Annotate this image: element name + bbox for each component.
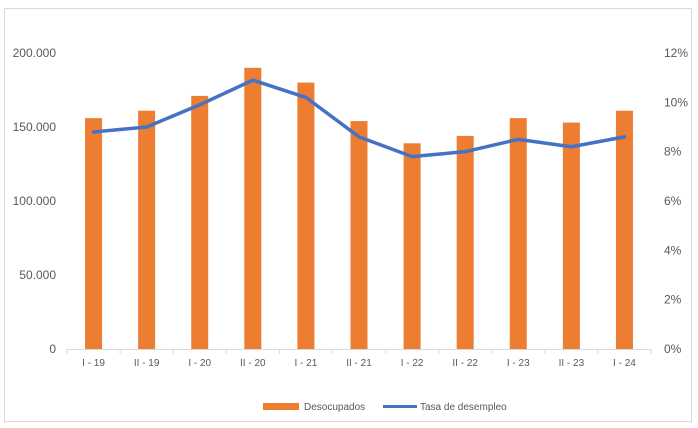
x-axis: I - 19 II - 19 I - 20 II - 20 I - 21 II - 21 I…	[66, 349, 652, 369]
right-axis: 0% 2% 4% 6% 8% 10% 12%	[664, 46, 688, 356]
bar	[297, 82, 315, 349]
x-tick-label: II - 21	[346, 358, 372, 369]
bar	[403, 143, 421, 349]
y-left-tick-label: 150.000	[13, 120, 57, 134]
y-left-tick-label: 100.000	[13, 194, 57, 208]
chart-svg: 0 50.000 100.000 150.000 200.000 0% 2% 4% 6% 8% 1…	[13, 46, 689, 413]
bar	[562, 122, 580, 349]
line-series	[91, 78, 627, 159]
x-tick-label: II - 20	[240, 358, 266, 369]
bar	[244, 67, 262, 350]
bar	[615, 110, 633, 349]
bar-series	[85, 67, 633, 350]
legend-swatch-desocupados	[263, 403, 299, 410]
bar	[456, 135, 474, 349]
legend-label-desocupados: Desocupados	[304, 402, 365, 413]
y-left-tick-label: 0	[49, 342, 56, 356]
bar	[191, 95, 209, 349]
bar	[509, 118, 527, 350]
x-tick-label: I - 19	[82, 358, 105, 369]
legend: Desocupados Tasa de desempleo	[263, 402, 507, 413]
y-right-tick-label: 4%	[664, 243, 682, 257]
legend-label-tasa-de-desempleo: Tasa de desempleo	[420, 402, 507, 413]
x-tick-label: I - 23	[507, 358, 530, 369]
x-tick-label: II - 19	[134, 358, 160, 369]
y-right-tick-label: 10%	[664, 95, 688, 109]
chart-frame: 0 50.000 100.000 150.000 200.000 0% 2% 4% 6% 8% 1…	[4, 8, 692, 422]
bar	[350, 121, 368, 349]
y-right-tick-label: 0%	[664, 342, 682, 356]
bar	[85, 118, 103, 350]
y-left-tick-label: 50.000	[19, 268, 56, 282]
x-tick-label: I - 22	[401, 358, 424, 369]
left-axis: 0 50.000 100.000 150.000 200.000	[13, 46, 57, 356]
bar	[138, 110, 156, 349]
x-tick-label: II - 22	[452, 358, 478, 369]
x-tick-label: II - 23	[559, 358, 585, 369]
y-right-tick-label: 6%	[664, 194, 682, 208]
y-right-tick-label: 2%	[664, 293, 682, 307]
x-tick-label: I - 21	[295, 358, 318, 369]
y-right-tick-label: 8%	[664, 145, 682, 159]
y-left-tick-label: 200.000	[13, 46, 57, 60]
y-right-tick-label: 12%	[664, 46, 688, 60]
x-tick-label: I - 24	[613, 358, 636, 369]
x-tick-label: I - 20	[188, 358, 211, 369]
